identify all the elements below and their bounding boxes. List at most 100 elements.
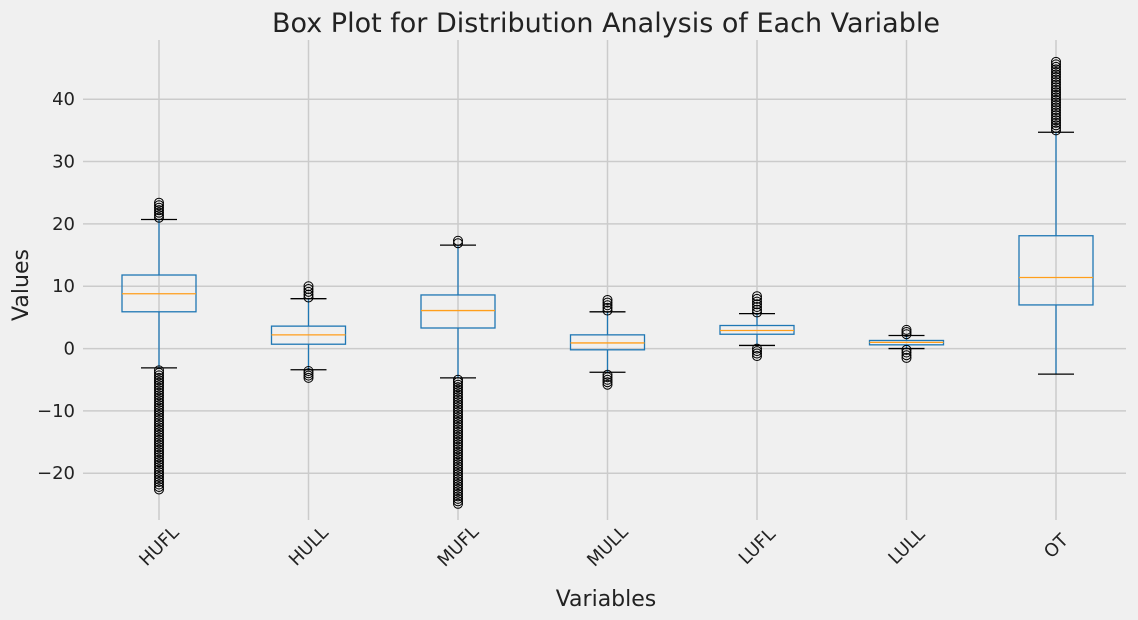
flier-point <box>453 454 463 465</box>
flier-point <box>453 451 463 462</box>
flier-point <box>154 452 164 463</box>
flier-point <box>1051 115 1061 126</box>
flier-point <box>154 437 164 448</box>
flier-point <box>453 419 463 430</box>
flier-point <box>1051 125 1061 136</box>
x-tick-label: LUFL <box>735 524 780 569</box>
flier-point <box>602 379 613 390</box>
flier-point <box>154 205 164 216</box>
flier-point <box>453 476 463 487</box>
flier-point <box>154 412 164 423</box>
flier-point <box>453 464 463 475</box>
flier-point <box>602 305 613 316</box>
flier-point <box>602 369 613 380</box>
flier-point <box>453 392 463 403</box>
flier-point <box>602 300 613 311</box>
flier-point <box>154 459 164 470</box>
flier-point <box>154 415 164 425</box>
flier-point <box>154 367 164 378</box>
flier-point <box>154 385 164 396</box>
box-lull <box>868 324 945 363</box>
flier-point <box>303 292 314 303</box>
flier-point <box>453 469 463 480</box>
flier-point <box>154 444 164 455</box>
flier-point <box>1051 102 1061 113</box>
flier-point <box>154 432 164 443</box>
flier-point <box>154 447 164 458</box>
flier-point <box>752 302 762 313</box>
flier-point <box>154 469 164 480</box>
x-tick-label: HUFL <box>135 522 183 570</box>
y-tick-label: 20 <box>52 214 75 235</box>
flier-point <box>154 457 164 468</box>
flier-point <box>154 434 164 445</box>
y-axis-label: Values <box>9 249 34 321</box>
flier-point <box>901 329 912 340</box>
flier-point <box>453 384 463 395</box>
flier-point <box>752 307 762 318</box>
flier-point <box>901 352 912 363</box>
flier-point <box>154 365 164 376</box>
flier-point <box>453 424 463 435</box>
flier-point <box>453 461 463 472</box>
flier-point <box>303 368 314 379</box>
flier-point <box>453 406 463 417</box>
flier-point <box>1051 74 1061 85</box>
flier-point <box>154 484 164 495</box>
flier-point <box>602 302 613 313</box>
flier-point <box>453 404 463 415</box>
flier-point <box>1051 84 1061 95</box>
flier-point <box>901 324 912 335</box>
flier-point <box>154 454 164 465</box>
flier-point <box>154 477 164 488</box>
box-mull <box>569 294 646 390</box>
flier-point <box>1051 92 1061 103</box>
x-tick-label: MULL <box>583 522 632 571</box>
flier-point <box>453 411 463 422</box>
flier-point <box>1051 120 1061 131</box>
box-lufl <box>719 291 795 362</box>
flier-point <box>453 387 463 398</box>
flier-point <box>453 466 463 477</box>
flier-point <box>901 344 912 355</box>
y-tick-label: 10 <box>52 276 75 297</box>
flier-point <box>1051 117 1061 128</box>
flier-point <box>1051 99 1061 110</box>
flier-point <box>453 496 463 507</box>
flier-point <box>154 392 164 403</box>
flier-point <box>752 351 762 362</box>
flier-point <box>154 429 164 440</box>
flier-point <box>303 370 314 381</box>
x-tick-label: LULL <box>884 524 929 569</box>
flier-point <box>453 397 463 408</box>
flier-point <box>752 293 762 304</box>
flier-point <box>752 304 762 315</box>
y-tick-label: 30 <box>52 152 75 173</box>
flier-point <box>602 374 613 385</box>
flier-point <box>453 379 463 390</box>
flier-point <box>602 372 613 383</box>
flier-point <box>154 210 164 221</box>
flier-point <box>1051 112 1061 123</box>
flier-point <box>154 370 164 381</box>
flier-point <box>154 397 164 408</box>
flier-point <box>752 299 762 310</box>
flier-point <box>1051 79 1061 90</box>
x-tick-label: MUFL <box>434 522 484 572</box>
chart-title: Box Plot for Distribution Analysis of Ea… <box>272 8 940 39</box>
box-hull <box>270 281 347 383</box>
flier-point <box>453 481 463 492</box>
flier-point <box>453 431 463 442</box>
flier-point <box>453 459 463 470</box>
y-tick-label: 0 <box>64 339 75 360</box>
flier-point <box>303 284 314 295</box>
flier-point <box>154 375 164 386</box>
flier-point <box>154 197 164 208</box>
flier-point <box>453 444 463 455</box>
flier-point <box>154 407 164 418</box>
flier-point <box>154 481 164 492</box>
x-axis-label: Variables <box>556 587 657 612</box>
flier-point <box>154 442 164 453</box>
flier-point <box>154 449 164 460</box>
flier-point <box>453 414 463 425</box>
